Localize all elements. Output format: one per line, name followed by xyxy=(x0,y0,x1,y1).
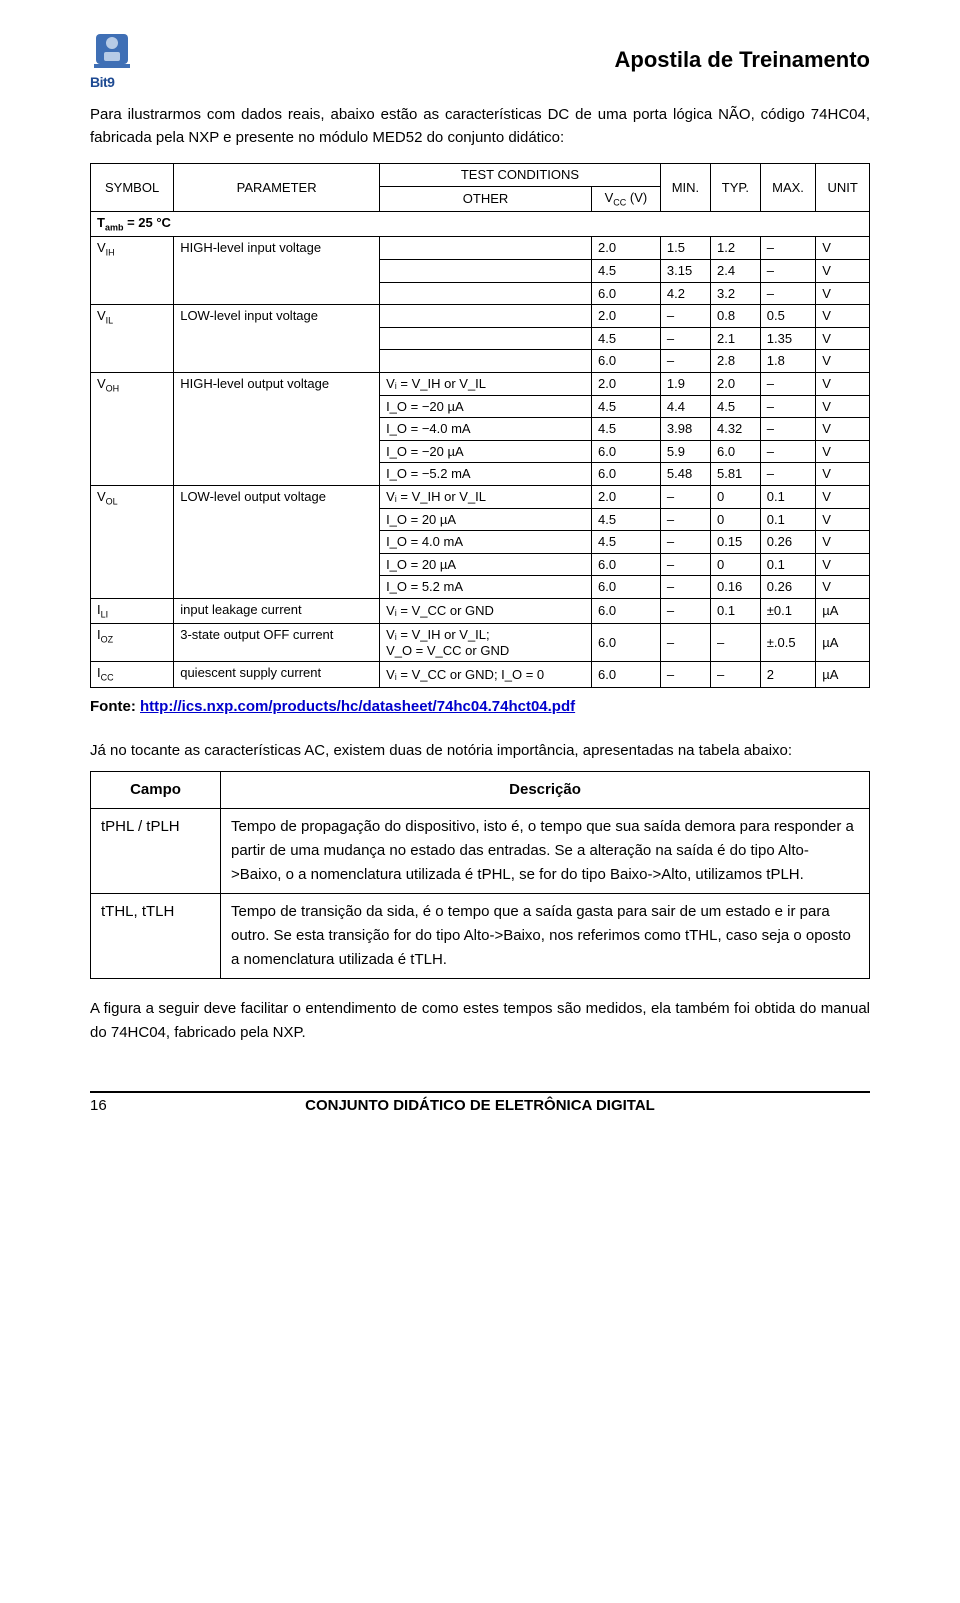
doc-title: Apostila de Treinamento xyxy=(134,47,870,73)
intro-paragraph: Para ilustrarmos com dados reais, abaixo… xyxy=(90,104,870,149)
col-symbol: SYMBOL xyxy=(91,164,174,212)
table-row: VOLLOW-level output voltageVᵢ = V_IH or … xyxy=(91,485,870,508)
tamb-row: Tamb = 25 °C xyxy=(91,211,870,236)
table-row: ICCquiescent supply currentVᵢ = V_CC or … xyxy=(91,662,870,687)
page-header: Bit9 Apostila de Treinamento xyxy=(90,30,870,90)
table-row: tPHL / tPLHTempo de propagação do dispos… xyxy=(91,809,870,894)
logo-brand: Bit9 xyxy=(90,74,114,90)
col-parameter: PARAMETER xyxy=(174,164,380,212)
datasheet-table: SYMBOL PARAMETER TEST CONDITIONS MIN. TY… xyxy=(90,163,870,688)
fonte-label: Fonte: xyxy=(90,698,140,715)
col-min: MIN. xyxy=(660,164,710,212)
footer-divider xyxy=(90,1091,870,1093)
page-footer: 16 CONJUNTO DIDÁTICO DE ELETRÔNICA DIGIT… xyxy=(90,1097,870,1114)
table-row: VIHHIGH-level input voltage2.01.51.2–V xyxy=(91,237,870,260)
campos-table: Campo Descrição tPHL / tPLHTempo de prop… xyxy=(90,771,870,979)
ac-intro: Já no tocante as características AC, exi… xyxy=(90,737,870,766)
table-row: VILLOW-level input voltage2.0–0.80.5V xyxy=(91,305,870,328)
table-row: ILIinput leakage currentVᵢ = V_CC or GND… xyxy=(91,598,870,623)
footer-title: CONJUNTO DIDÁTICO DE ELETRÔNICA DIGITAL xyxy=(130,1097,870,1114)
fonte-link[interactable]: http://ics.nxp.com/products/hc/datasheet… xyxy=(140,698,575,715)
logo-icon xyxy=(90,30,134,74)
table-row: tTHL, tTLHTempo de transição da sida, é … xyxy=(91,894,870,979)
col-test-conditions: TEST CONDITIONS xyxy=(380,164,661,187)
col-descricao: Descrição xyxy=(221,772,870,809)
col-unit: UNIT xyxy=(816,164,870,212)
logo: Bit9 xyxy=(90,30,134,90)
fonte-line: Fonte: http://ics.nxp.com/products/hc/da… xyxy=(90,698,870,715)
table-row: VOHHIGH-level output voltageVᵢ = V_IH or… xyxy=(91,372,870,395)
col-campo: Campo xyxy=(91,772,221,809)
col-max: MAX. xyxy=(760,164,815,212)
col-vcc: VCC (V) xyxy=(592,186,661,211)
col-typ: TYP. xyxy=(710,164,760,212)
closing-paragraph: A figura a seguir deve facilitar o enten… xyxy=(90,997,870,1045)
table-row: IOZ3-state output OFF currentVᵢ = V_IH o… xyxy=(91,624,870,662)
page-number: 16 xyxy=(90,1097,130,1114)
col-other: OTHER xyxy=(380,186,592,211)
